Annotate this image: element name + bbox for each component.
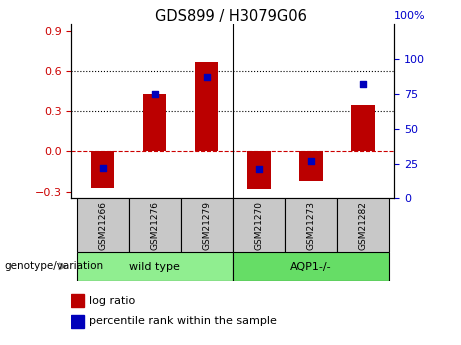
Text: AQP1-/-: AQP1-/- <box>290 262 332 272</box>
Bar <box>77 198 129 252</box>
Point <box>307 158 314 164</box>
Text: GSM21279: GSM21279 <box>202 200 211 250</box>
Bar <box>71 315 84 328</box>
Bar <box>285 198 337 252</box>
Text: GSM21282: GSM21282 <box>358 201 367 249</box>
Point <box>203 75 211 80</box>
Text: wild type: wild type <box>129 262 180 272</box>
Text: GSM21266: GSM21266 <box>98 200 107 250</box>
Text: 100%: 100% <box>394 11 426 21</box>
Bar <box>71 294 84 307</box>
Point <box>255 166 262 172</box>
Text: genotype/variation: genotype/variation <box>5 262 104 271</box>
Bar <box>351 105 375 151</box>
Bar <box>181 198 233 252</box>
Bar <box>233 198 285 252</box>
Bar <box>195 62 219 151</box>
Bar <box>91 151 114 188</box>
Text: GSM21270: GSM21270 <box>254 200 263 250</box>
Bar <box>77 252 233 281</box>
Bar <box>247 151 271 189</box>
Text: GSM21273: GSM21273 <box>307 200 315 250</box>
Bar <box>129 198 181 252</box>
Point <box>99 165 106 170</box>
Text: percentile rank within the sample: percentile rank within the sample <box>89 316 277 326</box>
Point <box>151 91 159 97</box>
Bar <box>337 198 389 252</box>
Bar <box>143 94 166 151</box>
Text: log ratio: log ratio <box>89 296 136 306</box>
Bar <box>299 151 323 181</box>
Bar <box>233 252 389 281</box>
Text: GDS899 / H3079G06: GDS899 / H3079G06 <box>154 9 307 23</box>
Point <box>359 81 366 87</box>
Text: GSM21276: GSM21276 <box>150 200 159 250</box>
